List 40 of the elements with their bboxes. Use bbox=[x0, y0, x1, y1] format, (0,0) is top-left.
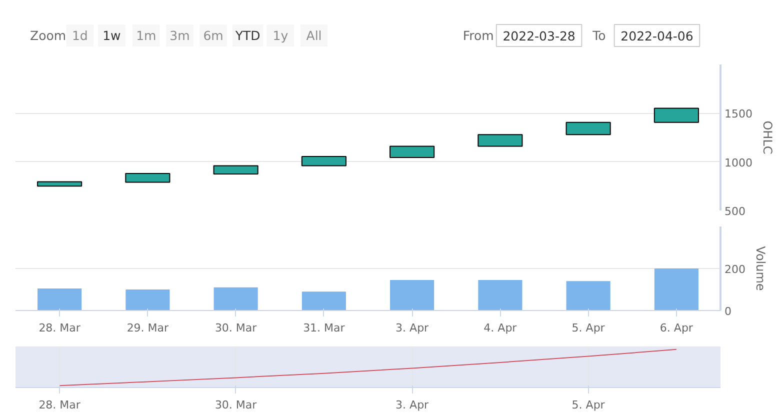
x-tick-label: 4. Apr bbox=[484, 322, 518, 334]
text: 6m bbox=[203, 28, 224, 43]
bar bbox=[302, 292, 346, 310]
text: 2022-04-06 bbox=[620, 28, 694, 44]
y-tick-label: 1000 bbox=[724, 156, 752, 170]
y-tick-label: 200 bbox=[724, 263, 746, 276]
x-tick-label: 6. Apr bbox=[660, 322, 694, 334]
text: From bbox=[462, 28, 494, 43]
text: 1d bbox=[72, 28, 88, 43]
bar bbox=[566, 281, 610, 310]
bar bbox=[654, 268, 698, 310]
x-tick-label: 29. Mar bbox=[126, 322, 170, 334]
text: 2022-03-28 bbox=[502, 28, 576, 44]
text: 1m bbox=[136, 28, 156, 43]
text: 1w bbox=[102, 28, 121, 43]
y-tick-label: 1500 bbox=[724, 108, 752, 121]
y-tick-label: 0 bbox=[724, 305, 732, 318]
text: Zoom bbox=[30, 28, 66, 43]
text: 1y bbox=[272, 28, 289, 43]
y-axis-title: OHLC bbox=[760, 120, 774, 154]
x-tick-label: 30. Mar bbox=[214, 322, 258, 334]
bar bbox=[478, 280, 522, 310]
text: 3m bbox=[170, 28, 190, 43]
text: To bbox=[592, 28, 606, 43]
text: All bbox=[306, 28, 322, 43]
bar bbox=[38, 288, 82, 310]
y-axis-title: Volume bbox=[753, 246, 768, 291]
x-tick-label: 31. Mar bbox=[303, 322, 346, 334]
bar bbox=[390, 280, 434, 310]
x-tick-label: 5. Apr bbox=[572, 398, 606, 412]
x-tick-label: 5. Apr bbox=[572, 322, 606, 334]
bar bbox=[126, 290, 170, 310]
x-tick-label: 28. Mar bbox=[38, 398, 81, 412]
x-tick-label: 3. Apr bbox=[396, 322, 430, 334]
x-tick-label: 28. Mar bbox=[38, 322, 81, 334]
x-tick-label: 30. Mar bbox=[214, 398, 258, 412]
bar bbox=[214, 287, 258, 310]
text: YTD bbox=[234, 28, 260, 43]
x-tick-label: 3. Apr bbox=[396, 398, 430, 412]
y-tick-label: 500 bbox=[724, 205, 746, 218]
